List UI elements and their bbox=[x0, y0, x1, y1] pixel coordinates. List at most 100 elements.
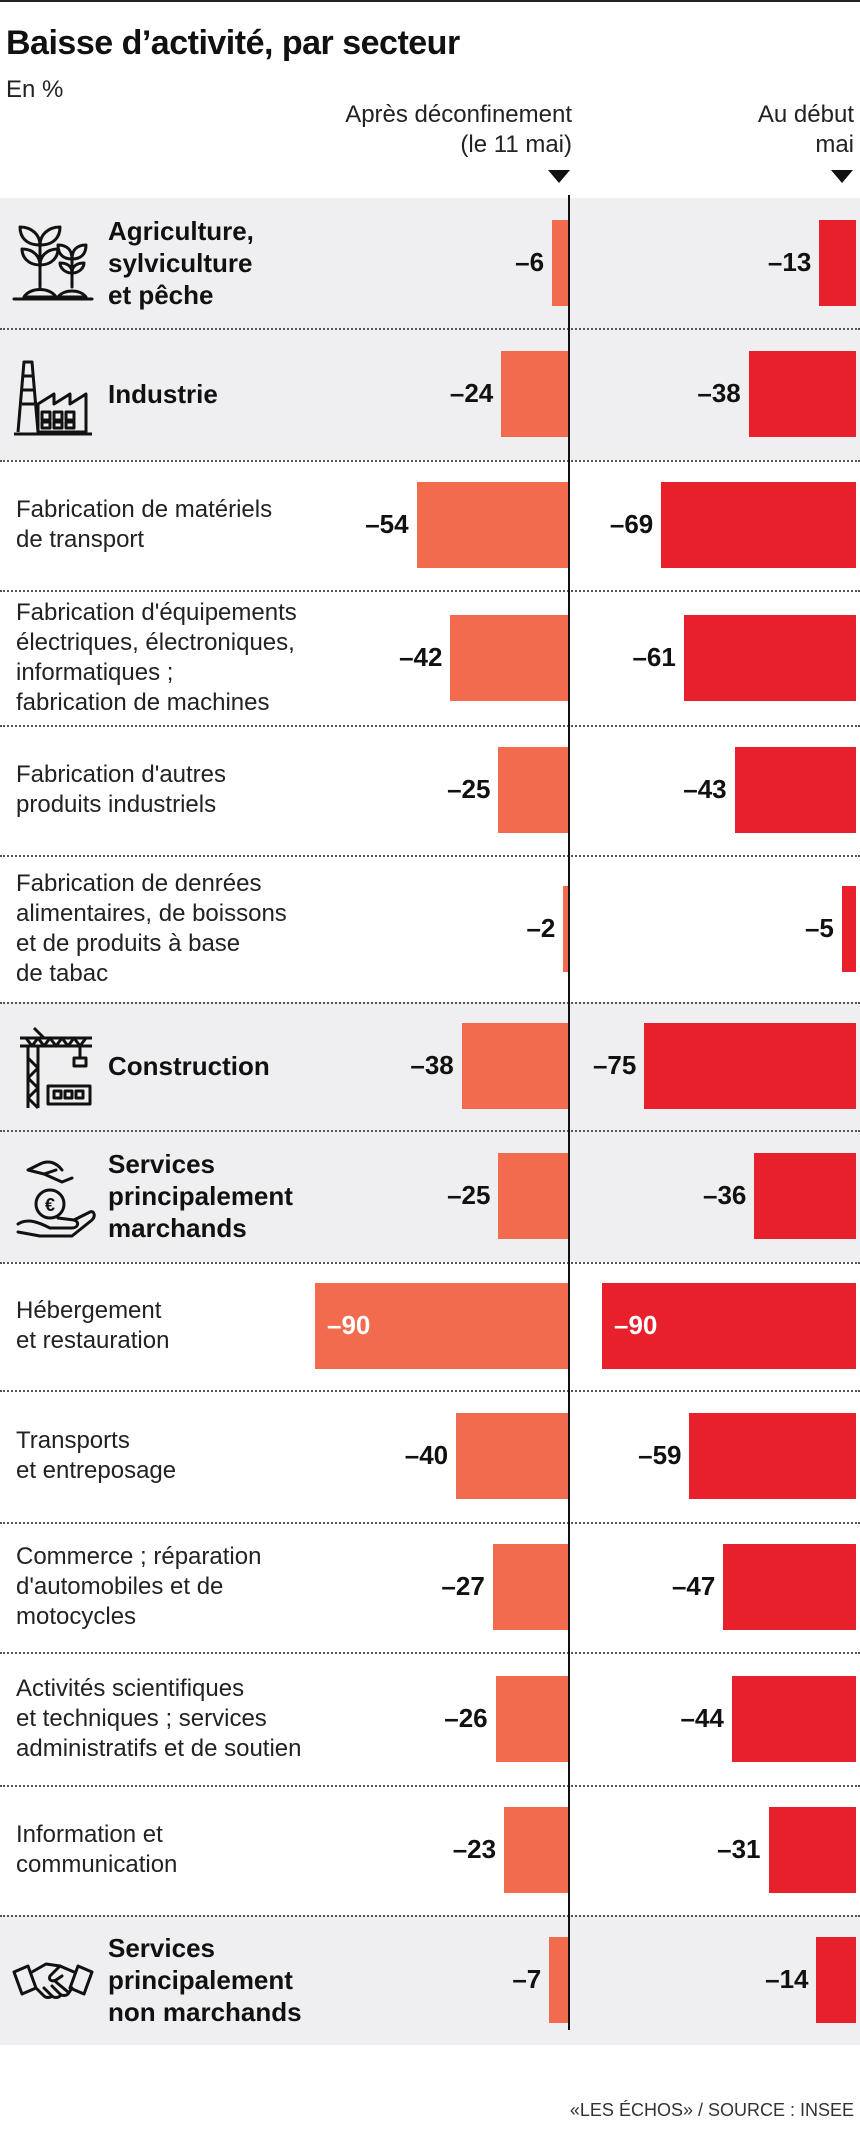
category-label: Hébergement et restauration bbox=[16, 1296, 169, 1356]
category-label: Services principalement non marchands bbox=[108, 1932, 302, 2028]
group-row bbox=[0, 1130, 860, 1262]
source-note: «LES ÉCHOS» / SOURCE : INSEE bbox=[569, 2100, 854, 2120]
category-label-line: Industrie bbox=[108, 379, 218, 409]
category-label-line: électriques, électroniques, bbox=[16, 628, 295, 656]
bar-after-deconfinement bbox=[549, 1937, 569, 2023]
category-label-line: Transports bbox=[16, 1427, 130, 1454]
category-label-line: administratifs et de soutien bbox=[16, 1734, 302, 1762]
group-row bbox=[0, 328, 860, 460]
category-label-line: et restauration bbox=[16, 1327, 170, 1354]
value-label: –31 bbox=[717, 1834, 761, 1864]
row-divider bbox=[0, 1785, 860, 1787]
value-label: –24 bbox=[449, 378, 494, 408]
category-label-line: Fabrication d'autres bbox=[16, 761, 227, 788]
category-label: Services principalement marchands bbox=[108, 1148, 293, 1244]
bar-after-deconfinement bbox=[416, 482, 569, 568]
value-label: –61 bbox=[632, 641, 676, 672]
category-label-line: et entreposage bbox=[16, 1457, 177, 1484]
value-label: –44 bbox=[680, 1702, 724, 1733]
value-label: –40 bbox=[404, 1440, 449, 1470]
value-label: –90 bbox=[614, 1310, 658, 1340]
value-label: –42 bbox=[399, 641, 443, 672]
value-label: –23 bbox=[452, 1834, 497, 1864]
category-label-line: Agriculture, bbox=[108, 216, 254, 246]
chart-title: Baisse d’activité, par secteur bbox=[6, 24, 460, 62]
value-label: –5 bbox=[804, 912, 834, 943]
category-label: Activités scientifiques et techniques ; s… bbox=[16, 1674, 301, 1764]
category-label: Agriculture, sylviculture et pêche bbox=[108, 215, 254, 311]
row-divider bbox=[0, 1652, 860, 1654]
category-label-line: motocycles bbox=[16, 1603, 137, 1630]
plant-icon bbox=[10, 215, 96, 311]
value-label: –59 bbox=[638, 1440, 682, 1470]
category-label-line: de tabac bbox=[16, 959, 109, 987]
value-label: –25 bbox=[447, 1180, 491, 1210]
category-label: Fabrication d'autres produits industriels bbox=[16, 760, 226, 820]
value-label: –75 bbox=[592, 1050, 637, 1080]
row-divider bbox=[0, 460, 860, 462]
value-label: –47 bbox=[671, 1571, 716, 1601]
category-label-line: Services bbox=[108, 1149, 215, 1179]
row-divider bbox=[0, 1915, 860, 1917]
value-label: –25 bbox=[447, 774, 491, 804]
value-label: –2 bbox=[526, 912, 556, 943]
factory-icon bbox=[10, 346, 96, 442]
value-label: –43 bbox=[683, 774, 727, 804]
category-label-line: Commerce ; réparation bbox=[16, 1543, 262, 1570]
bar-early-may bbox=[816, 1937, 856, 2023]
category-label: Fabrication de matériels de transport bbox=[16, 495, 272, 555]
column-header-early: Au début mai bbox=[757, 101, 854, 158]
row-divider bbox=[0, 1002, 860, 1004]
crane-icon bbox=[10, 1018, 96, 1114]
bar-early-may bbox=[683, 614, 856, 701]
value-label: –38 bbox=[410, 1050, 454, 1080]
bar-after-deconfinement bbox=[498, 747, 569, 833]
row-divider bbox=[0, 1522, 860, 1524]
value-label: –69 bbox=[609, 509, 654, 539]
category-label-line: alimentaires, de boissons bbox=[16, 899, 287, 927]
category-label: Industrie bbox=[108, 378, 218, 410]
category-label-line: d'automobiles et de bbox=[16, 1573, 224, 1600]
category-label-line: produits industriels bbox=[16, 791, 217, 818]
value-label: –38 bbox=[697, 378, 741, 408]
chart-subtitle: En % bbox=[6, 76, 64, 103]
row-divider bbox=[0, 1390, 860, 1392]
category-label-line: marchands bbox=[108, 1213, 247, 1243]
value-label: –6 bbox=[515, 247, 545, 277]
category-label: Transports et entreposage bbox=[16, 1426, 176, 1486]
column-header-after: Après déconfinement (le 11 mai) bbox=[345, 101, 572, 158]
row-divider bbox=[0, 1262, 860, 1264]
axis-line-after bbox=[568, 195, 570, 2030]
bar-after-deconfinement bbox=[495, 1675, 569, 1762]
bar-early-may bbox=[841, 885, 856, 972]
row-divider bbox=[0, 328, 860, 330]
bar-after-deconfinement bbox=[552, 220, 569, 306]
category-label-line: Fabrication de denrées bbox=[16, 869, 262, 897]
category-label-line: fabrication de machines bbox=[16, 688, 270, 716]
top-rule bbox=[0, 0, 860, 2]
category-label-line: sylviculture bbox=[108, 248, 253, 278]
handshake-icon bbox=[10, 1932, 96, 2028]
category-label-line: Fabrication d'équipements bbox=[16, 598, 297, 626]
value-label: –7 bbox=[512, 1964, 542, 1994]
category-label: Commerce ; réparation d'automobiles et de… bbox=[16, 1542, 261, 1632]
category-label: Construction bbox=[108, 1050, 270, 1082]
bar-early-may bbox=[768, 1807, 856, 1893]
bar-early-may bbox=[731, 1675, 856, 1762]
category-label-line: principalement bbox=[108, 1181, 293, 1211]
row-divider bbox=[0, 590, 860, 592]
bar-after-deconfinement bbox=[498, 1153, 569, 1239]
value-label: –90 bbox=[327, 1310, 371, 1340]
category-label-line: communication bbox=[16, 1851, 178, 1878]
euro-hand-icon: € bbox=[10, 1148, 96, 1244]
value-label: –27 bbox=[441, 1571, 485, 1601]
value-label: –36 bbox=[703, 1180, 747, 1210]
svg-text:€: € bbox=[45, 1195, 55, 1215]
bar-after-deconfinement bbox=[501, 351, 569, 437]
category-label: Fabrication d'équipements électriques, él… bbox=[16, 598, 297, 718]
bar-early-may bbox=[819, 220, 856, 306]
category-label-line: Services bbox=[108, 1933, 215, 1963]
value-label: –54 bbox=[365, 509, 409, 539]
category-label-line: Fabrication de matériels bbox=[16, 496, 273, 523]
bar-after-deconfinement bbox=[504, 1807, 569, 1893]
